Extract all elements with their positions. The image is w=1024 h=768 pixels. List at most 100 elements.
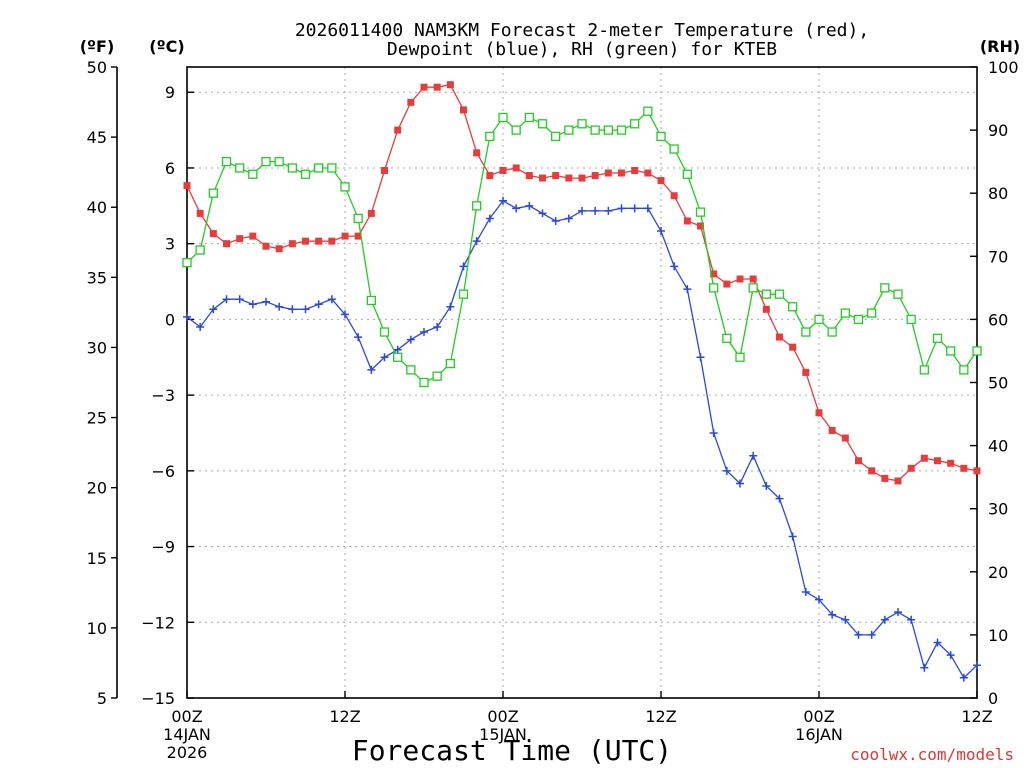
dewpoint-point <box>709 428 718 437</box>
rh-point <box>814 314 824 325</box>
dewpoint-point <box>617 204 626 213</box>
x-tick-date: 15JAN <box>479 725 527 744</box>
x-tick-label: 12Z <box>961 707 992 726</box>
rh-point <box>274 156 284 167</box>
rh-point <box>485 131 495 142</box>
temperature-point <box>670 192 678 200</box>
temperature-point <box>196 209 204 217</box>
dewpoint-point <box>880 615 889 624</box>
dewpoint-point <box>262 297 270 306</box>
rh-point <box>300 169 311 179</box>
temperature-point <box>315 237 323 245</box>
temperature-point <box>367 209 375 217</box>
chart-title-line2: Dewpoint (blue), RH (green) for KTEB <box>387 39 777 60</box>
x-tick-label: 00Z <box>803 707 834 726</box>
temperature-point <box>894 477 902 485</box>
temperature-point <box>302 237 309 245</box>
celsius-tick-label: 3 <box>165 235 175 254</box>
celsius-tick-label: −12 <box>141 613 175 632</box>
rh-point <box>208 188 218 198</box>
rh-tick-label: 80 <box>988 184 1008 203</box>
temperature-point <box>920 454 928 462</box>
fahrenheit-tick-label: 25 <box>87 409 107 428</box>
dewpoint-point <box>920 663 929 672</box>
axes <box>111 66 978 699</box>
dewpoint-point <box>670 262 679 271</box>
rh-point <box>695 207 706 217</box>
dewpoint-point <box>209 305 218 314</box>
rh-point <box>511 125 521 135</box>
temperature-point <box>354 232 362 240</box>
fahrenheit-tick-label: 45 <box>87 128 107 147</box>
dewpoint-point <box>722 466 731 475</box>
rh-point <box>919 365 929 375</box>
temperature-point <box>881 474 889 482</box>
temperature-point <box>604 169 612 177</box>
rh-point <box>682 169 692 179</box>
rh-point <box>195 245 205 255</box>
rh-point <box>932 333 943 343</box>
rh-point <box>946 346 956 356</box>
celsius-unit-label: (ºC) <box>149 37 184 56</box>
dewpoint-point <box>538 209 547 218</box>
temperature-series <box>183 81 981 485</box>
x-tick-date: 14JAN <box>163 725 211 744</box>
temperature-point <box>328 237 336 245</box>
temperature-point <box>789 343 797 351</box>
rh-point <box>893 289 903 299</box>
temperature-point <box>828 426 836 434</box>
x-tick-label: 00Z <box>487 707 518 726</box>
dewpoint-point <box>933 638 942 647</box>
rh-point <box>709 283 719 293</box>
dewpoint-point <box>854 630 863 639</box>
dewpoint-point <box>657 227 665 236</box>
temperature-point <box>907 464 915 472</box>
dewpoint-point <box>222 295 231 304</box>
watermark: coolwx.com/models <box>850 745 1014 764</box>
temperature-point <box>657 177 665 185</box>
rh-point <box>366 295 376 306</box>
temperature-point <box>394 126 402 134</box>
dewpoint-point <box>380 353 389 362</box>
rh-point <box>603 125 613 135</box>
celsius-tick-label: −3 <box>151 386 175 405</box>
temperature-point <box>973 467 981 475</box>
temperature-point <box>631 166 639 174</box>
rh-tick-label: 90 <box>988 121 1008 140</box>
fahrenheit-tick-label: 35 <box>87 268 107 287</box>
dewpoint-point <box>314 300 323 309</box>
rh-point <box>445 358 455 369</box>
dewpoint-point <box>301 305 310 314</box>
rh-tick-label: 30 <box>988 500 1008 519</box>
rh-point <box>393 352 403 362</box>
rh-point <box>630 119 640 129</box>
rh-point <box>564 125 574 135</box>
dewpoint-point <box>288 305 297 314</box>
rh-point <box>340 182 350 192</box>
temperature-point <box>644 169 652 177</box>
temperature-point <box>209 230 217 238</box>
dewpoint-point <box>248 300 257 309</box>
temperature-point <box>473 149 481 157</box>
temperature-point <box>183 182 191 190</box>
dewpoint-point <box>275 302 284 311</box>
temperature-point <box>736 275 744 283</box>
dewpoint-point <box>683 285 692 294</box>
dewpoint-point <box>341 310 349 319</box>
temperature-point <box>723 280 731 288</box>
rh-point <box>432 371 442 381</box>
temperature-point <box>815 409 823 417</box>
temperature-point <box>341 232 349 240</box>
fahrenheit-tick-label: 5 <box>97 689 107 708</box>
rh-point <box>761 289 771 299</box>
rh-point <box>551 131 561 142</box>
rh-point <box>959 365 969 375</box>
dewpoint-point <box>604 206 613 215</box>
rh-point <box>616 125 627 135</box>
rh-point <box>867 308 877 318</box>
dewpoint-point <box>894 608 902 617</box>
temperature-point <box>618 169 625 177</box>
temperature-point <box>802 368 810 376</box>
